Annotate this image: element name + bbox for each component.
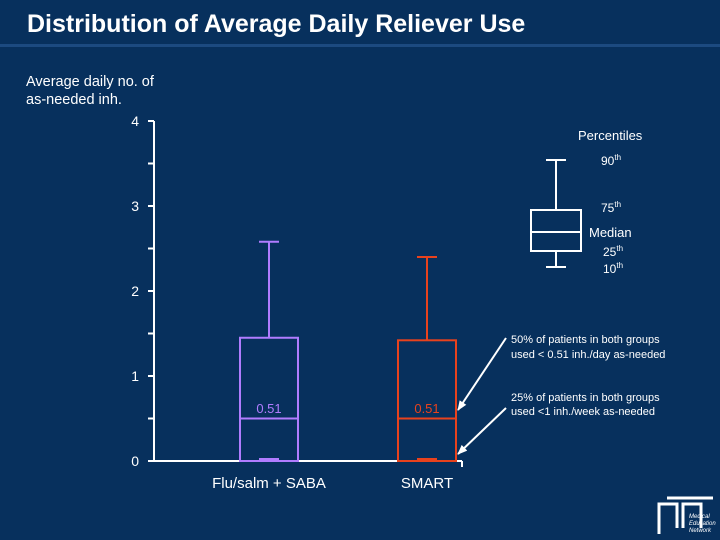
y-tick-label: 3: [131, 198, 139, 214]
annotations: 50% of patients in both groups used < 0.5…: [457, 334, 665, 455]
y-tick-label: 1: [131, 368, 139, 384]
annotation-2-line-1: 25% of patients in both groups: [511, 392, 660, 404]
slide-title: Distribution of Average Daily Reliever U…: [27, 10, 526, 38]
y-axis-label: Average daily no. of as-needed inh.: [26, 73, 196, 109]
box-2: 0.51: [397, 256, 457, 462]
annotation-2-line-2: used <1 inh./week as-needed: [511, 406, 655, 418]
legend-median-label: Median: [589, 225, 632, 240]
y-axis-label-line-2: as-needed inh.: [26, 92, 122, 108]
x-category-label: SMART: [401, 475, 453, 492]
x-category-label: Flu/salm + SABA: [212, 475, 326, 492]
legend-p10-label: 10th: [603, 261, 623, 276]
annotation-1-line-1: 50% of patients in both groups: [511, 334, 660, 346]
percentile-legend: Percentiles 90th 75th Median 25th 10th: [530, 128, 643, 276]
box-iqr: [239, 336, 299, 462]
medical-education-network-logo: Medical Education Network: [657, 496, 716, 534]
boxes: 0.51 0.51: [239, 240, 457, 462]
legend-box: [530, 209, 582, 252]
box-1: 0.51: [239, 240, 299, 462]
annotation-2-arrow: [457, 407, 507, 455]
median-value-label: 0.51: [256, 401, 281, 416]
title-divider: [0, 44, 720, 47]
legend-title: Percentiles: [578, 128, 643, 143]
y-axis-label-line-1: Average daily no. of: [26, 74, 154, 90]
logo-line-2: Education: [689, 521, 716, 527]
annotation-1-line-2: used < 0.51 inh./day as-needed: [511, 349, 665, 361]
logo-line-1: Medical: [689, 514, 710, 520]
y-tick-label: 0: [131, 453, 139, 469]
median-value-label: 0.51: [414, 401, 439, 416]
annotation-1-arrow: [457, 337, 507, 411]
y-tick-label: 2: [131, 283, 139, 299]
legend-p90-label: 90th: [601, 153, 621, 168]
axes: 0 1 2 3 4 Flu/salm + SABA SMART: [131, 113, 463, 492]
y-tick-label: 4: [131, 113, 139, 129]
legend-p75-label: 75th: [601, 200, 621, 215]
logo-line-3: Network: [689, 528, 712, 534]
box-iqr: [397, 339, 457, 462]
legend-p25-label: 25th: [603, 244, 623, 259]
